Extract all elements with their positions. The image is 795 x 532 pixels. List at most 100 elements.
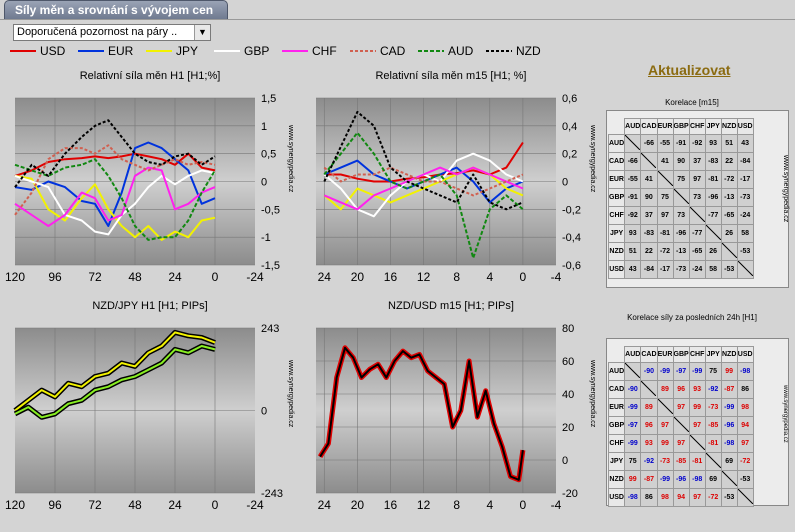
y-tick-label: -0,6	[562, 260, 581, 272]
correlation-cell: -66	[624, 151, 642, 171]
correlation-cell: -99	[688, 361, 706, 381]
correlation-cell: 22	[640, 241, 658, 261]
correlation-cell: -72	[720, 169, 738, 189]
col-header: GBP	[672, 346, 690, 363]
table-row: CHF -92 37 97 73 -77 -65 -24	[607, 205, 754, 225]
row-header: NZD	[607, 469, 626, 489]
legend-label: CHF	[312, 44, 337, 58]
legend-item-aud: AUD	[418, 43, 486, 59]
correlation-cell: -85	[704, 415, 722, 435]
row-header: CAD	[607, 379, 626, 399]
x-tick-label: 16	[384, 498, 398, 512]
series-line-cad	[14, 144, 216, 216]
correlation-table-24h: AUD CAD EUR GBP CHF JPY NZD USD AUD -90 -99 -97 -99 7…	[607, 346, 754, 507]
diagonal-mark	[624, 362, 641, 378]
correlation-cell: -53	[720, 259, 738, 279]
correlation-cell: -65	[720, 205, 738, 225]
correlation-cell: 96	[672, 379, 690, 399]
y-tick-label: -0,4	[562, 232, 581, 244]
correlation-cell: 37	[688, 151, 706, 171]
legend-swatch	[282, 50, 308, 52]
series-line-price	[14, 331, 216, 412]
chevron-down-icon[interactable]: ▼	[194, 25, 210, 40]
y-tick-label: 20	[562, 422, 574, 434]
correlation-cell	[688, 205, 706, 225]
correlation-cell: -92	[640, 451, 658, 471]
watermark-text: www.synergypedia.cz	[589, 360, 596, 428]
correlation-cell: -65	[688, 241, 706, 261]
table-row: JPY 75 -92 -73 -85 -81 69 -72	[607, 451, 754, 471]
correlation-cell: 97	[656, 415, 674, 435]
y-tick-label: -0,5	[261, 204, 280, 216]
row-header: CHF	[607, 433, 626, 453]
y-tick-label: 40	[562, 389, 574, 401]
y-tick-label: 0,2	[562, 149, 577, 161]
correlation-cell: -24	[688, 259, 706, 279]
y-tick-label: 0	[261, 177, 267, 189]
corner-cell	[609, 119, 625, 135]
correlation-cell: -73	[672, 259, 690, 279]
x-tick-label: 20	[351, 270, 365, 284]
diagonal-mark	[673, 188, 689, 204]
x-tick-label: 8	[453, 498, 460, 512]
correlation-cell: -55	[624, 169, 642, 189]
correlation-cell: -72	[656, 241, 674, 261]
plot-background	[316, 328, 556, 493]
legend: USD EUR JPY GBP CHF CAD AUD NZD	[10, 43, 570, 59]
series-line-aud	[323, 131, 524, 259]
table-row: GBP -97 96 97 97 -85 -96 94	[607, 415, 754, 435]
y-tick-label: -243	[261, 488, 283, 500]
diagonal-mark	[624, 134, 641, 150]
series-line-price	[319, 346, 524, 481]
correlation-cell: -99	[720, 397, 738, 417]
correlation-cell: -83	[704, 151, 722, 171]
row-header: JPY	[607, 223, 626, 243]
row-header: GBP	[607, 415, 626, 435]
x-tick-label: 72	[88, 270, 102, 284]
correlation-cell: 22	[720, 151, 738, 171]
col-header: AUD	[624, 346, 642, 363]
x-tick-label: 96	[48, 498, 62, 512]
update-button[interactable]: Aktualizovat	[648, 62, 731, 78]
watermark-text: www.synergypedia.cz	[287, 360, 294, 428]
row-header: AUD	[607, 361, 626, 381]
legend-swatch	[350, 50, 376, 52]
table-row: USD -98 86 98 94 97 -72 -53	[607, 487, 754, 507]
correlation-cell: 96	[640, 415, 658, 435]
legend-label: GBP	[244, 44, 270, 58]
correlation-cell: 93	[624, 223, 642, 243]
x-tick-label: -4	[551, 270, 562, 284]
correlation-cell	[640, 379, 658, 399]
chart-title-nzdusd: NZD/USD m15 [H1; PIPs]	[388, 300, 514, 312]
correlation-cell: -17	[736, 169, 754, 189]
legend-label: EUR	[108, 44, 134, 58]
col-header: USD	[736, 346, 754, 363]
x-tick-label: -4	[551, 498, 562, 512]
legend-label: AUD	[448, 44, 474, 58]
x-tick-label: 120	[5, 270, 25, 284]
table-row: NZD 51 22 -72 -13 -65 26 -53	[607, 241, 754, 261]
diagonal-mark	[641, 152, 657, 168]
x-tick-label: 24	[168, 498, 182, 512]
y-tick-label: 243	[261, 323, 279, 335]
pair-select[interactable]: Doporučená pozornost na páry .. ▼	[13, 24, 211, 41]
correlation-cell: -92	[688, 133, 706, 153]
correlation-cell: 97	[736, 433, 754, 453]
row-header: EUR	[607, 397, 626, 417]
correlation-cell: 99	[720, 361, 738, 381]
legend-item-gbp: GBP	[214, 43, 282, 59]
row-header: USD	[607, 487, 626, 507]
legend-label: JPY	[176, 44, 199, 58]
col-header: JPY	[704, 118, 722, 135]
window-tab[interactable]: Síly měn a srovnání s vývojem cen	[4, 0, 228, 19]
diagonal-mark	[721, 470, 738, 486]
x-tick-label: 12	[417, 498, 431, 512]
table-row: CAD -66 41 90 37 -83 22 -84	[607, 151, 754, 171]
correlation-cell	[656, 169, 674, 189]
correlation-cell: 51	[624, 241, 642, 261]
y-tick-label: 80	[562, 323, 574, 335]
correlation-cell	[704, 223, 722, 243]
legend-label: CAD	[380, 44, 406, 58]
correlation-cell: -99	[656, 361, 674, 381]
legend-swatch	[10, 50, 36, 52]
